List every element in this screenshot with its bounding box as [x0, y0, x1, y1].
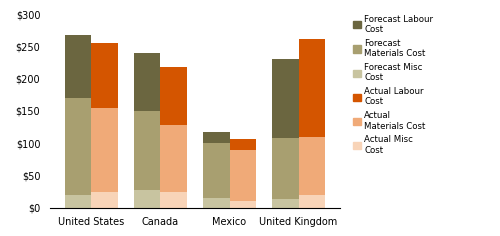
Bar	[272, 199, 298, 208]
Bar	[298, 137, 325, 195]
Bar	[160, 125, 186, 192]
Bar	[298, 39, 325, 137]
Bar	[204, 198, 230, 208]
Bar	[160, 192, 186, 208]
Bar	[65, 35, 92, 98]
Bar	[272, 59, 298, 138]
Bar	[92, 108, 118, 192]
Legend: Forecast Labour
Cost, Forecast
Materials Cost, Forecast Misc
Cost, Actual Labour: Forecast Labour Cost, Forecast Materials…	[353, 15, 433, 155]
Bar	[92, 192, 118, 208]
Bar	[134, 190, 160, 208]
Bar	[65, 98, 92, 195]
Bar	[204, 143, 230, 198]
Bar	[230, 139, 256, 150]
Bar	[298, 195, 325, 208]
Bar	[134, 111, 160, 190]
Bar	[272, 138, 298, 199]
Bar	[230, 150, 256, 201]
Bar	[204, 131, 230, 143]
Bar	[65, 195, 92, 208]
Bar	[230, 201, 256, 208]
Bar	[92, 43, 118, 108]
Bar	[134, 53, 160, 111]
Bar	[160, 67, 186, 125]
